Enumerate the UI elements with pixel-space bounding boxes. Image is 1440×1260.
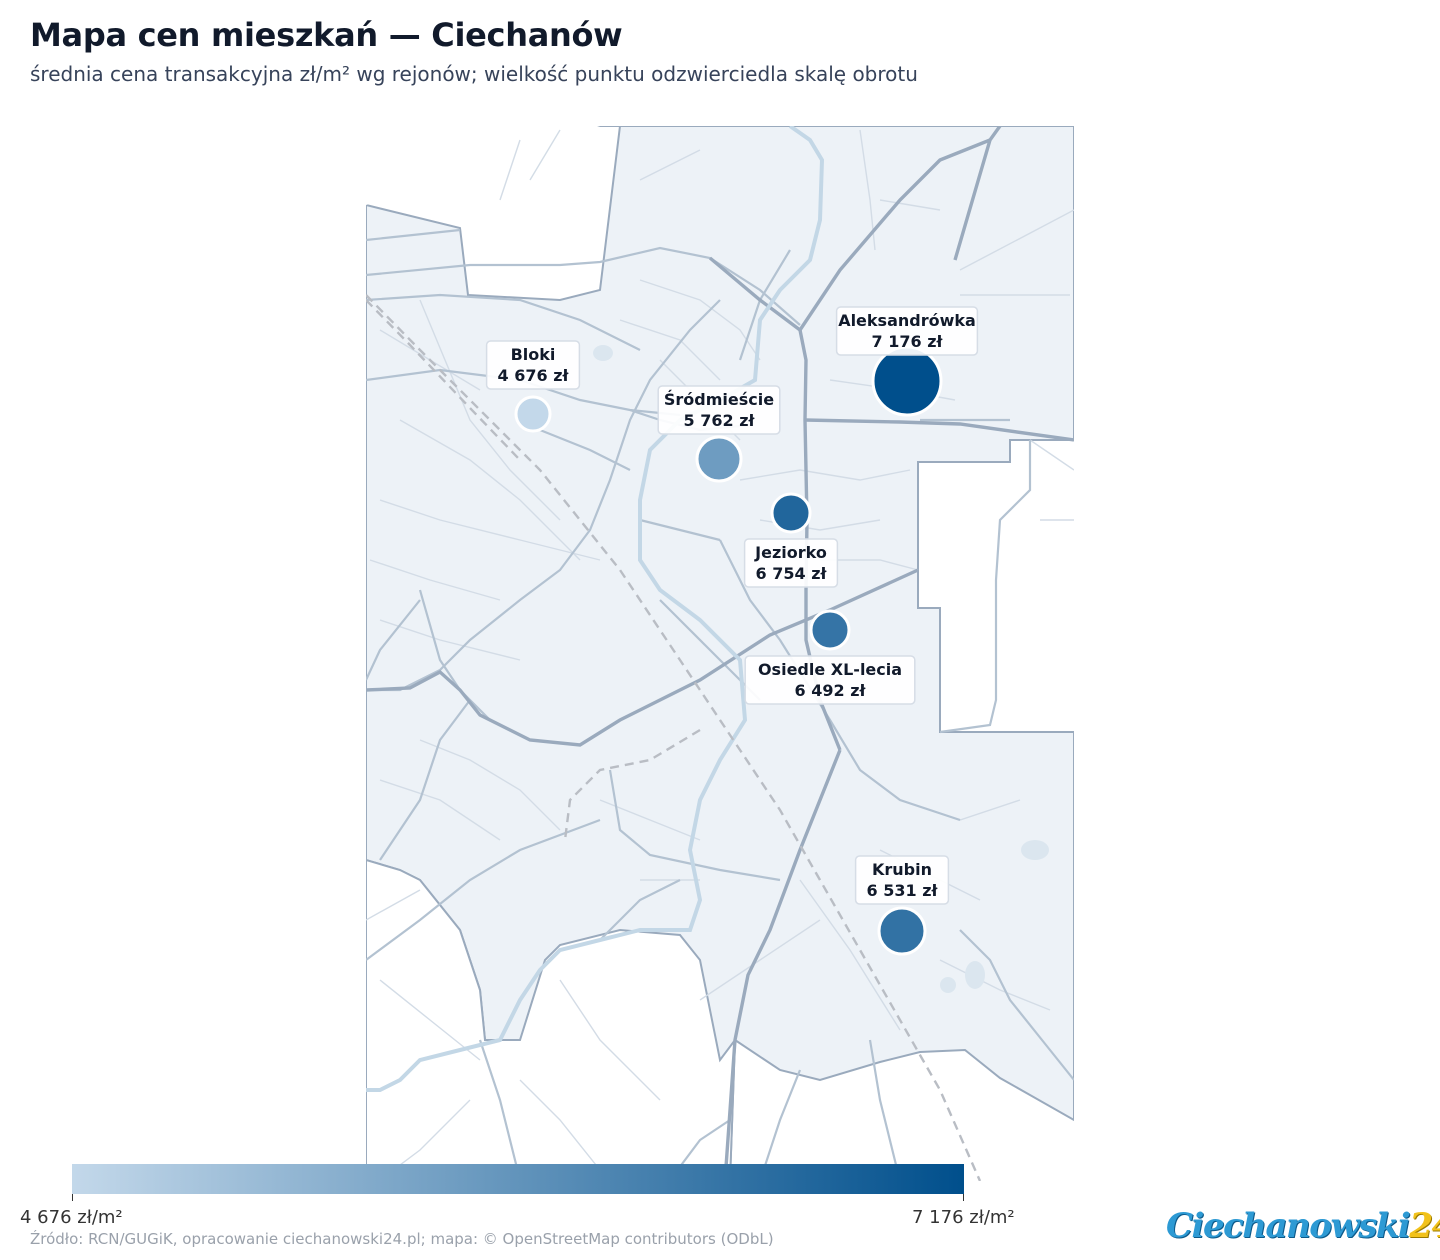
district-krubin[interactable]: Krubin 6 531 zł (854, 855, 950, 956)
district-label-box (485, 340, 581, 390)
district-price: 4 676 zł (498, 366, 570, 385)
district-marker[interactable] (770, 492, 812, 534)
district-name: Bloki (511, 345, 556, 364)
district-label-box (743, 538, 839, 588)
district-name: Aleksandrówka (838, 311, 976, 330)
district-name: Osiedle XL-lecia (758, 660, 902, 679)
color-legend-bar (72, 1164, 964, 1194)
district-price: 6 492 zł (795, 681, 867, 700)
district-name: Śródmieście (664, 390, 774, 409)
district-jeziorko[interactable]: Jeziorko 6 754 zł (743, 492, 839, 588)
source-note: Źródło: RCN/GUGiK, opracowanie ciechanow… (30, 1230, 774, 1248)
legend-tick-max (963, 1194, 964, 1201)
railway (366, 294, 982, 1181)
river (366, 126, 825, 1092)
district-marker[interactable] (695, 435, 743, 483)
district--r-dmie-cie[interactable]: Śródmieście 5 762 zł (657, 385, 781, 483)
ponds (593, 345, 1049, 993)
district-label-box (854, 855, 950, 905)
district-marker[interactable] (809, 609, 851, 651)
logo-number: 24 (1409, 1206, 1440, 1246)
district-marker[interactable] (871, 345, 943, 417)
legend-tick-min (72, 1194, 73, 1201)
district-bloki[interactable]: Bloki 4 676 zł (485, 340, 581, 433)
district-markers[interactable]: Aleksandrówka 7 176 zł Bloki 4 676 zł Śródmi… (485, 306, 979, 956)
district-label-box (657, 385, 781, 435)
district-marker[interactable] (877, 906, 927, 956)
page-title: Mapa cen mieszkań — Ciechanów (30, 16, 623, 54)
district-name: Jeziorko (754, 543, 827, 562)
district-price: 7 176 zł (872, 332, 944, 351)
logo-text: Ciechanowski (1166, 1206, 1411, 1246)
district-price: 6 531 zł (867, 881, 939, 900)
district-price: 6 754 zł (756, 564, 828, 583)
district-aleksandr-wka[interactable]: Aleksandrówka 7 176 zł (835, 306, 979, 417)
district-label-box (835, 306, 979, 356)
district-osiedle-xl-lecia[interactable]: Osiedle XL-lecia 6 492 zł (744, 609, 916, 705)
legend-min-label: 4 676 zł/m² (20, 1207, 123, 1228)
page-subtitle: średnia cena transakcyjna zł/m² wg rejon… (30, 62, 918, 86)
district-label-box (744, 655, 916, 705)
ciechanowski24-logo[interactable]: Ciechanowski24 (1166, 1206, 1440, 1246)
medium-roads (366, 228, 1074, 1181)
district-marker[interactable] (514, 395, 552, 433)
legend-max-label: 7 176 zł/m² (912, 1207, 1015, 1228)
district-name: Krubin (872, 860, 932, 879)
map-base (366, 126, 1074, 1181)
district-price: 5 762 zł (684, 411, 756, 430)
